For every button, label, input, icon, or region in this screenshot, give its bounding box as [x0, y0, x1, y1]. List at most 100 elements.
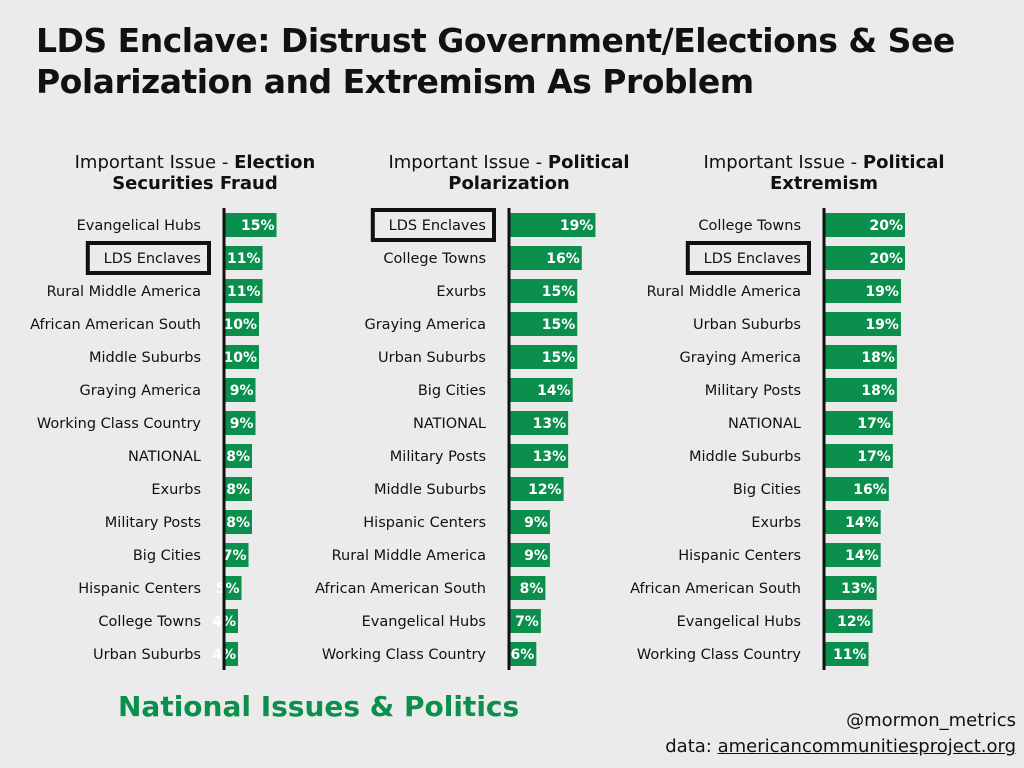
data-label: 15% — [542, 317, 576, 333]
category-label: Graying America — [364, 317, 486, 333]
data-label: 14% — [537, 383, 571, 399]
panel-title-polarization: Important Issue - Political Polarization — [359, 152, 659, 194]
data-label: 19% — [865, 317, 899, 333]
category-label: Exurbs — [151, 482, 201, 498]
category-label: Working Class Country — [37, 416, 202, 432]
handle: @mormon_metrics — [846, 710, 1016, 731]
bar — [824, 609, 873, 633]
category-label: College Towns — [383, 251, 486, 267]
panel-title-extremism: Important Issue - Political Extremism — [674, 152, 974, 194]
highlight-box — [370, 208, 496, 242]
category-label: Hispanic Centers — [78, 581, 201, 597]
chart-panel-0: Evangelical Hubs 15% LDS Enclaves 11% Rural … — [30, 208, 277, 670]
credit: @mormon_metrics data: americancommunitie… — [665, 708, 1016, 760]
category-label: Graying America — [679, 350, 801, 366]
panel-title-prefix: Important Issue - — [388, 152, 548, 173]
bar — [824, 213, 905, 237]
data-label: 8% — [520, 581, 544, 597]
bar — [824, 477, 889, 501]
bar — [509, 477, 564, 501]
category-label: Military Posts — [705, 383, 801, 399]
data-label: 12% — [837, 614, 871, 630]
bar — [509, 510, 550, 534]
bar — [509, 312, 578, 336]
data-label: 5% — [216, 581, 240, 597]
bar — [509, 543, 550, 567]
data-label: 14% — [845, 515, 879, 531]
bar — [509, 279, 578, 303]
category-label: African American South — [30, 317, 201, 333]
bar — [509, 345, 578, 369]
category-label: Rural Middle America — [47, 284, 201, 300]
data-label: 8% — [226, 515, 250, 531]
bar — [509, 246, 582, 270]
bar — [224, 378, 256, 402]
category-label: Evangelical Hubs — [362, 614, 486, 630]
category-label: Urban Suburbs — [93, 647, 201, 663]
data-label: 7% — [223, 548, 247, 564]
bar — [224, 510, 252, 534]
data-label: 7% — [515, 614, 539, 630]
data-label: 17% — [857, 449, 891, 465]
data-source-link[interactable]: americancommunitiesproject.org — [717, 736, 1016, 757]
category-label: Urban Suburbs — [693, 317, 801, 333]
data-label: 11% — [227, 284, 261, 300]
bar — [509, 213, 596, 237]
data-label: 17% — [857, 416, 891, 432]
category-label: NATIONAL — [413, 416, 486, 432]
section-label: National Issues & Politics — [118, 690, 520, 723]
category-label: Exurbs — [436, 284, 486, 300]
bar — [224, 213, 277, 237]
bar — [824, 642, 869, 666]
panel-title-bold: Political Polarization — [448, 152, 630, 194]
bar — [824, 411, 893, 435]
chart-panel-2: College Towns 20% LDS Enclaves 20% Rural Mid… — [630, 208, 905, 670]
bar — [824, 279, 901, 303]
bar — [824, 378, 897, 402]
bar — [824, 345, 897, 369]
data-label: 13% — [533, 449, 567, 465]
data-label: 10% — [223, 350, 257, 366]
bar — [824, 510, 881, 534]
chart-title: LDS Enclave: Distrust Government/Electio… — [36, 21, 955, 101]
data-label: 16% — [853, 482, 887, 498]
bar — [224, 246, 263, 270]
bar — [224, 642, 238, 666]
category-label: African American South — [315, 581, 486, 597]
highlight-box — [685, 241, 811, 275]
bar — [224, 312, 259, 336]
category-label: Urban Suburbs — [378, 350, 486, 366]
category-label: Working Class Country — [637, 647, 802, 663]
highlight-box — [85, 241, 211, 275]
bar — [509, 642, 537, 666]
bar — [224, 609, 238, 633]
category-label: Evangelical Hubs — [77, 218, 201, 234]
data-label: 20% — [869, 218, 903, 234]
bar — [224, 345, 259, 369]
category-label: African American South — [630, 581, 801, 597]
category-label: Working Class Country — [322, 647, 487, 663]
bar — [509, 444, 569, 468]
bar — [824, 543, 881, 567]
category-label: LDS Enclaves — [704, 251, 801, 267]
category-label: Hispanic Centers — [678, 548, 801, 564]
category-label: Middle Suburbs — [374, 482, 486, 498]
bar — [224, 543, 249, 567]
category-label: College Towns — [698, 218, 801, 234]
category-label: Graying America — [79, 383, 201, 399]
data-label: 15% — [542, 350, 576, 366]
data-label: 19% — [865, 284, 899, 300]
category-label: Big Cities — [733, 482, 801, 498]
bar — [224, 279, 263, 303]
category-label: College Towns — [98, 614, 201, 630]
bar — [224, 576, 242, 600]
panel-title-election-fraud: Important Issue - Election Securities Fr… — [45, 152, 345, 194]
panel-title-bold: Election Securities Fraud — [112, 152, 316, 194]
panel-title-prefix: Important Issue - — [703, 152, 863, 173]
data-label: 14% — [845, 548, 879, 564]
category-label: NATIONAL — [128, 449, 201, 465]
panel-title-prefix: Important Issue - — [74, 152, 235, 173]
bar — [824, 444, 893, 468]
bar — [824, 312, 901, 336]
